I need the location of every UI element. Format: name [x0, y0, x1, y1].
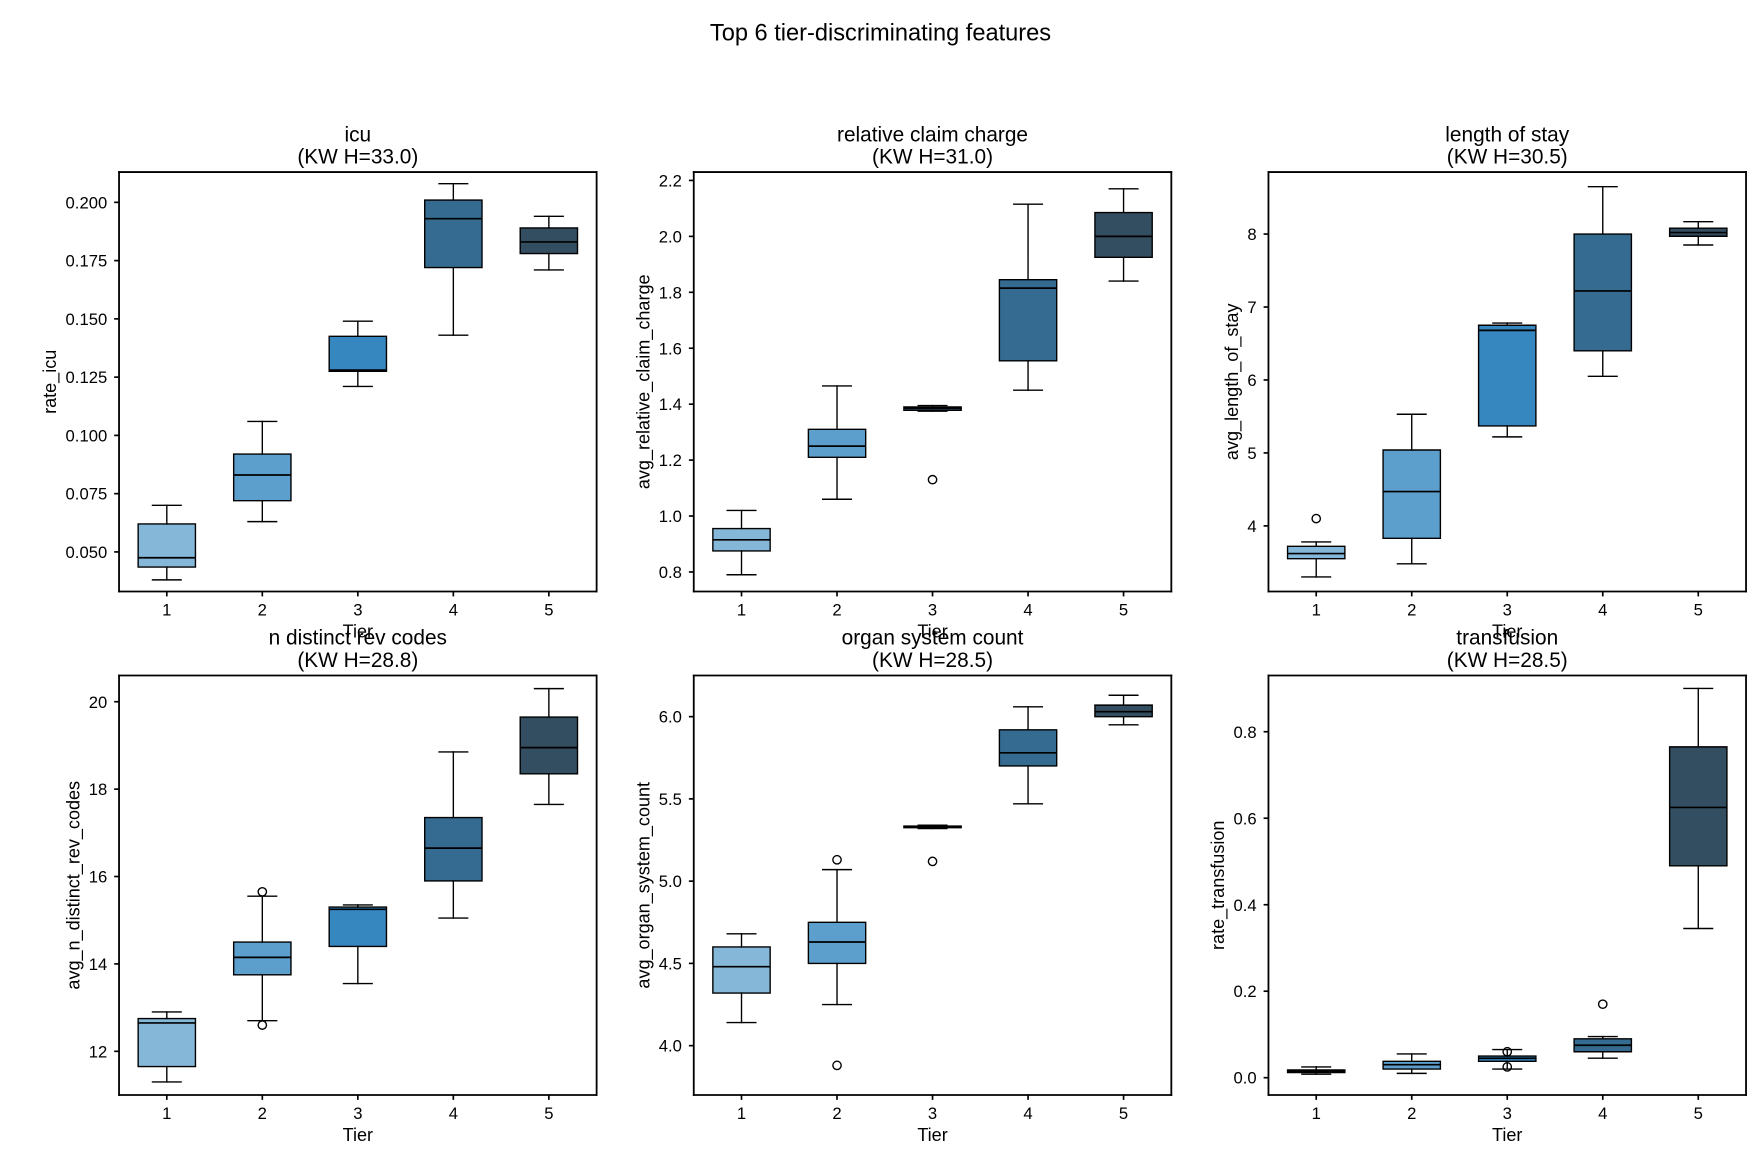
- svg-text:(KW H=30.5): (KW H=30.5): [1447, 146, 1568, 169]
- svg-text:4: 4: [1598, 1104, 1607, 1123]
- svg-text:0.8: 0.8: [1233, 723, 1256, 742]
- svg-text:4: 4: [1023, 1104, 1032, 1123]
- svg-text:6.0: 6.0: [659, 708, 682, 727]
- svg-text:1.6: 1.6: [659, 339, 682, 358]
- svg-text:3: 3: [353, 600, 362, 619]
- svg-text:18: 18: [89, 780, 108, 799]
- svg-text:Tier: Tier: [343, 1125, 373, 1145]
- svg-text:1: 1: [737, 1104, 746, 1123]
- svg-text:avg_length_of_stay: avg_length_of_stay: [1222, 304, 1243, 461]
- svg-text:16: 16: [89, 868, 108, 887]
- svg-text:2.0: 2.0: [659, 227, 682, 246]
- svg-text:5: 5: [544, 1104, 553, 1123]
- svg-text:length of stay: length of stay: [1445, 123, 1569, 146]
- svg-text:0.050: 0.050: [66, 543, 108, 562]
- svg-text:(KW H=33.0): (KW H=33.0): [297, 146, 418, 169]
- svg-text:5.5: 5.5: [659, 790, 682, 809]
- svg-text:5: 5: [1694, 1104, 1703, 1123]
- svg-text:0.100: 0.100: [66, 426, 108, 445]
- svg-text:(KW H=28.5): (KW H=28.5): [872, 649, 993, 672]
- svg-text:3: 3: [1503, 600, 1512, 619]
- svg-text:4.0: 4.0: [659, 1037, 682, 1056]
- svg-text:5: 5: [1119, 1104, 1128, 1123]
- svg-text:3: 3: [1503, 1104, 1512, 1123]
- svg-text:0.6: 0.6: [1233, 809, 1256, 828]
- svg-text:4: 4: [1598, 600, 1607, 619]
- svg-text:4: 4: [449, 1104, 458, 1123]
- svg-text:2: 2: [1407, 1104, 1416, 1123]
- svg-text:3: 3: [928, 600, 937, 619]
- svg-text:2.2: 2.2: [659, 171, 682, 190]
- svg-text:5: 5: [1119, 600, 1128, 619]
- svg-text:(KW H=28.8): (KW H=28.8): [297, 649, 418, 672]
- svg-text:4: 4: [449, 600, 458, 619]
- svg-text:0.4: 0.4: [1233, 896, 1256, 915]
- svg-text:n distinct rev codes: n distinct rev codes: [269, 627, 447, 650]
- svg-text:0.0: 0.0: [1233, 1069, 1256, 1088]
- svg-text:transfusion: transfusion: [1456, 627, 1558, 650]
- svg-text:1.0: 1.0: [659, 507, 682, 526]
- svg-text:20: 20: [89, 693, 108, 712]
- svg-text:2: 2: [258, 1104, 267, 1123]
- svg-text:8: 8: [1247, 225, 1256, 244]
- svg-text:icu: icu: [345, 123, 372, 146]
- svg-text:0.125: 0.125: [66, 368, 108, 387]
- svg-text:avg_organ_system_count: avg_organ_system_count: [633, 782, 654, 989]
- svg-text:rate_transfusion: rate_transfusion: [1208, 821, 1229, 950]
- svg-text:(KW H=28.5): (KW H=28.5): [1447, 649, 1568, 672]
- svg-text:4: 4: [1247, 517, 1256, 536]
- svg-text:0.075: 0.075: [66, 485, 108, 504]
- svg-text:Top 6 tier-discriminating feat: Top 6 tier-discriminating features: [710, 21, 1051, 47]
- svg-text:1: 1: [162, 1104, 171, 1123]
- svg-text:relative claim charge: relative claim charge: [837, 123, 1028, 146]
- svg-text:2: 2: [832, 1104, 841, 1123]
- svg-text:4: 4: [1023, 600, 1032, 619]
- svg-text:1.8: 1.8: [659, 283, 682, 302]
- svg-text:1.2: 1.2: [659, 451, 682, 470]
- svg-text:0.175: 0.175: [66, 252, 108, 271]
- svg-text:6: 6: [1247, 371, 1256, 390]
- svg-text:1: 1: [1312, 1104, 1321, 1123]
- svg-text:2: 2: [258, 600, 267, 619]
- svg-text:5: 5: [1247, 444, 1256, 463]
- svg-text:5: 5: [544, 600, 553, 619]
- svg-text:organ system count: organ system count: [842, 627, 1024, 650]
- svg-text:avg_n_distinct_rev_codes: avg_n_distinct_rev_codes: [63, 781, 84, 990]
- svg-text:2: 2: [1407, 600, 1416, 619]
- svg-text:Tier: Tier: [1492, 1125, 1522, 1145]
- svg-text:(KW H=31.0): (KW H=31.0): [872, 146, 993, 169]
- svg-text:1: 1: [1312, 600, 1321, 619]
- svg-text:1.4: 1.4: [659, 395, 682, 414]
- svg-text:3: 3: [928, 1104, 937, 1123]
- svg-text:12: 12: [89, 1042, 108, 1061]
- svg-text:1: 1: [162, 600, 171, 619]
- svg-text:0.150: 0.150: [66, 310, 108, 329]
- svg-text:0.200: 0.200: [66, 193, 108, 212]
- svg-text:14: 14: [89, 955, 108, 974]
- svg-text:0.8: 0.8: [659, 563, 682, 582]
- svg-text:5.0: 5.0: [659, 872, 682, 891]
- svg-text:5: 5: [1694, 600, 1703, 619]
- svg-text:avg_relative_claim_charge: avg_relative_claim_charge: [633, 274, 654, 489]
- svg-text:3: 3: [353, 1104, 362, 1123]
- svg-text:7: 7: [1247, 298, 1256, 317]
- svg-text:rate_icu: rate_icu: [40, 350, 61, 414]
- svg-text:4.5: 4.5: [659, 954, 682, 973]
- svg-text:Tier: Tier: [917, 1125, 947, 1145]
- svg-text:2: 2: [832, 600, 841, 619]
- svg-text:0.2: 0.2: [1233, 982, 1256, 1001]
- svg-text:1: 1: [737, 600, 746, 619]
